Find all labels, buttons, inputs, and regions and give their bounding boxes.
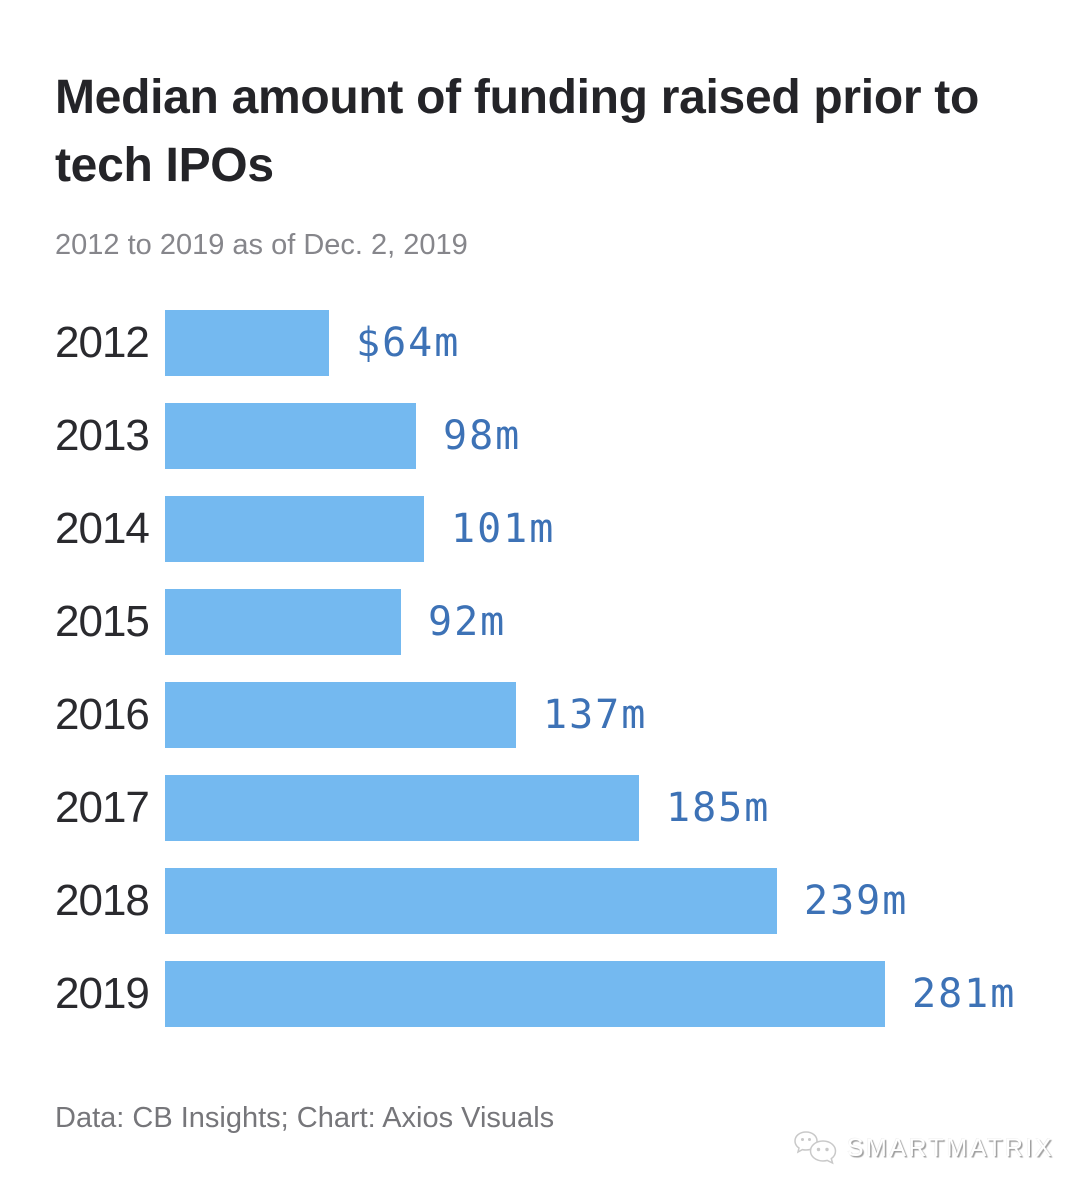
chart-title: Median amount of funding raised prior to… xyxy=(55,71,979,192)
horizontal-bar-chart: 2012 $64m 2013 98m 2014 101m 2015 92m 2016 137m 20… xyxy=(55,296,1080,1040)
bar-2013 xyxy=(165,402,416,469)
watermark-label: SMARTMATRIX xyxy=(846,1133,1054,1162)
bar-2015 xyxy=(165,588,401,655)
value-label: 137m xyxy=(543,691,648,738)
watermark: SMARTMATRIX xyxy=(793,1128,1054,1168)
bar-2017 xyxy=(165,774,639,841)
year-label: 2012 xyxy=(55,317,150,367)
value-label: 98m xyxy=(443,412,522,459)
bar-2014 xyxy=(165,495,424,562)
year-label: 2013 xyxy=(55,410,150,460)
year-label: 2015 xyxy=(55,596,150,646)
year-label: 2014 xyxy=(55,503,150,553)
year-label: 2016 xyxy=(55,689,150,739)
chart-row-2017: 2017 185m xyxy=(55,761,1080,854)
source-credit: Data: CB Insights; Chart: Axios Visuals xyxy=(55,1102,555,1134)
chart-row-2013: 2013 98m xyxy=(55,389,1080,482)
chart-row-2015: 2015 92m xyxy=(55,575,1080,668)
year-label: 2019 xyxy=(55,968,150,1018)
smartmatrix-bubbles-logo-icon xyxy=(793,1128,839,1168)
value-label: 239m xyxy=(804,877,909,924)
value-label: 92m xyxy=(428,598,507,645)
bar-2012 xyxy=(165,309,329,376)
value-label: 185m xyxy=(666,784,771,831)
value-label: 101m xyxy=(451,505,556,552)
bar-2019 xyxy=(165,960,885,1027)
year-label: 2017 xyxy=(55,782,150,832)
chart-subtitle: 2012 to 2019 as of Dec. 2, 2019 xyxy=(55,229,468,261)
chart-row-2019: 2019 281m xyxy=(55,947,1080,1040)
value-label: $64m xyxy=(356,319,461,366)
chart-row-2012: 2012 $64m xyxy=(55,296,1080,389)
chart-row-2014: 2014 101m xyxy=(55,482,1080,575)
year-label: 2018 xyxy=(55,875,150,925)
bar-2018 xyxy=(165,867,777,934)
chart-row-2018: 2018 239m xyxy=(55,854,1080,947)
chart-row-2016: 2016 137m xyxy=(55,668,1080,761)
bar-2016 xyxy=(165,681,516,748)
value-label: 281m xyxy=(912,970,1017,1017)
